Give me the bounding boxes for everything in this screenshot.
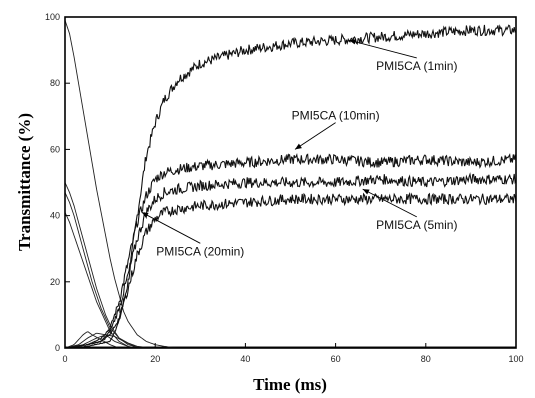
pulse-curve-0 (64, 331, 120, 349)
series-line-3 (64, 192, 517, 349)
x-tick-label-4: 80 (421, 354, 431, 364)
series-line-2 (64, 172, 517, 349)
annotation-label-2: PMI5CA (5min) (376, 218, 457, 232)
annotation-label-3: PMI5CA (20min) (156, 244, 244, 258)
annotation-arrow-2 (362, 188, 417, 218)
plot-frame (64, 16, 517, 349)
y-tick-label-0: 0 (55, 343, 60, 353)
decay-curve-3 (64, 212, 138, 349)
y-tick-label-4: 80 (50, 78, 60, 88)
annotation-arrowhead-0 (349, 39, 357, 45)
annotation-arrowhead-1 (295, 143, 302, 150)
x-tick-label-3: 60 (331, 354, 341, 364)
series-curves (64, 20, 517, 349)
decay-curve-0 (64, 20, 178, 349)
pulse-curve-1 (64, 332, 133, 349)
x-tick-label-1: 20 (150, 354, 160, 364)
series-line-0 (64, 24, 517, 349)
annotation-arrowhead-3 (141, 212, 149, 218)
annotation-label-0: PMI5CA (1min) (376, 59, 457, 73)
series-line-1 (64, 152, 517, 349)
y-tick-label-3: 60 (50, 144, 60, 154)
x-tick-label-2: 40 (240, 354, 250, 364)
annotation-arrow-0 (349, 39, 417, 59)
x-tick-label-5: 100 (508, 354, 523, 364)
y-tick-label-5: 100 (45, 12, 60, 22)
annotation-arrow-1 (294, 122, 336, 150)
y-tick-label-2: 40 (50, 211, 60, 221)
y-tick-label-1: 20 (50, 277, 60, 287)
decay-curve-1 (64, 182, 156, 349)
y-axis-title: Transmittance (%) (15, 113, 34, 251)
annotation-arrow-3 (141, 211, 201, 244)
x-tick-label-0: 0 (62, 354, 67, 364)
annotation-arrowhead-2 (362, 189, 370, 195)
annotation-label-1: PMI5CA (10min) (292, 109, 380, 123)
series-annotations: PMI5CA (1min) PMI5CA (10min) PMI5CA (5min)… (141, 39, 457, 258)
decay-curve-2 (64, 192, 147, 349)
x-axis-title: Time (ms) (253, 375, 327, 394)
